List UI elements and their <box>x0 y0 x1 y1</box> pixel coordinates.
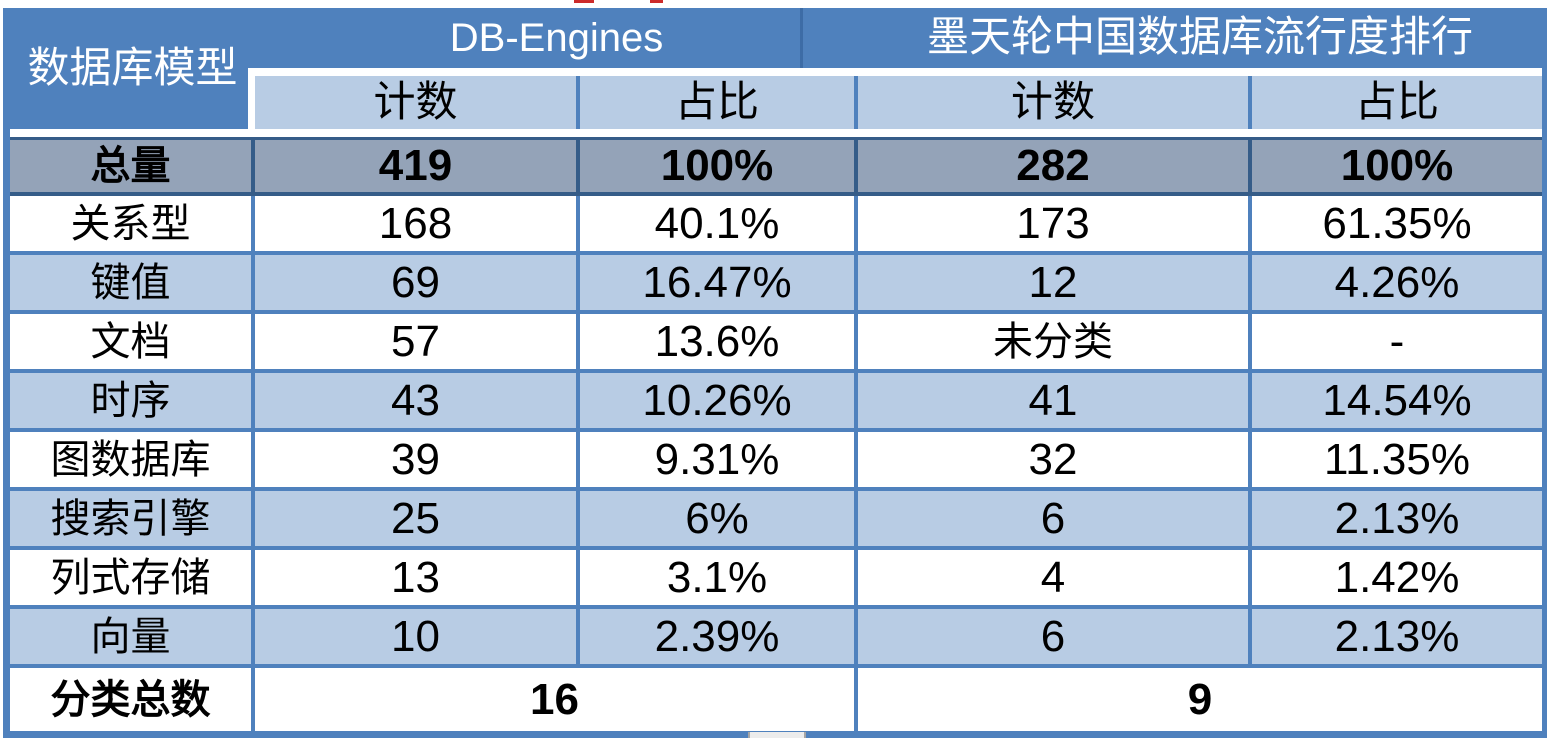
cell-value: 未分类 <box>858 314 1252 373</box>
cell-value: 2.13% <box>1252 609 1542 668</box>
cell-value: 6% <box>580 491 858 550</box>
cell-value: 14.54% <box>1252 373 1542 432</box>
bottom-edge-artifact <box>748 732 806 738</box>
cell-value: 1.42% <box>1252 550 1542 609</box>
cell-value: 25 <box>255 491 580 550</box>
row-label: 搜索引擎 <box>10 491 255 550</box>
row-label-category-total: 分类总数 <box>10 668 255 731</box>
row-label: 键值 <box>10 255 255 314</box>
subheader-share-modb: 占比 <box>1252 76 1542 129</box>
total-share-dbengines: 100% <box>580 137 858 196</box>
cell-value: 13 <box>255 550 580 609</box>
cell-value: 40.1% <box>580 196 858 255</box>
row-label: 向量 <box>10 609 255 668</box>
subheader-count-modb: 计数 <box>858 76 1252 129</box>
database-model-comparison-table: 数据库模型 DB-Engines 墨天轮中国数据库流行度排行 计数 占比 计数 … <box>3 8 1547 738</box>
header-band-divider <box>800 8 803 68</box>
cell-value: - <box>1252 314 1542 373</box>
cell-value: 4.26% <box>1252 255 1542 314</box>
cell-value: 39 <box>255 432 580 491</box>
subheader-count-dbengines: 计数 <box>255 76 580 129</box>
cell-value: 32 <box>858 432 1252 491</box>
category-total-modb: 9 <box>858 668 1542 731</box>
cell-value: 10.26% <box>580 373 858 432</box>
cell-value: 13.6% <box>580 314 858 373</box>
row-label: 列式存储 <box>10 550 255 609</box>
cell-value: 16.47% <box>580 255 858 314</box>
cell-value: 4 <box>858 550 1252 609</box>
cell-value: 10 <box>255 609 580 668</box>
total-count-modb: 282 <box>858 137 1252 196</box>
row-label: 时序 <box>10 373 255 432</box>
section-header-modb-ranking: 墨天轮中国数据库流行度排行 <box>858 8 1542 68</box>
row-label: 文档 <box>10 314 255 373</box>
cell-value: 2.13% <box>1252 491 1542 550</box>
category-total-dbengines: 16 <box>255 668 858 731</box>
cell-value: 57 <box>255 314 580 373</box>
cell-value: 69 <box>255 255 580 314</box>
cell-value: 9.31% <box>580 432 858 491</box>
mid-gap-strip <box>10 129 1542 137</box>
section-header-db-engines: DB-Engines <box>255 8 858 68</box>
cell-value: 3.1% <box>580 550 858 609</box>
cell-value: 173 <box>858 196 1252 255</box>
cell-value: 6 <box>858 609 1252 668</box>
cell-value: 11.35% <box>1252 432 1542 491</box>
red-artifact-1 <box>574 0 594 3</box>
header-gap-strip <box>255 68 1542 76</box>
cell-value: 61.35% <box>1252 196 1542 255</box>
subheader-share-dbengines: 占比 <box>580 76 858 129</box>
cell-value: 168 <box>255 196 580 255</box>
cell-value: 6 <box>858 491 1252 550</box>
cell-value: 12 <box>858 255 1252 314</box>
corner-header: 数据库模型 <box>10 8 255 129</box>
row-label: 图数据库 <box>10 432 255 491</box>
row-label-total: 总量 <box>10 137 255 196</box>
cell-value: 43 <box>255 373 580 432</box>
row-label: 关系型 <box>10 196 255 255</box>
red-artifact-2 <box>650 0 663 3</box>
cell-value: 41 <box>858 373 1252 432</box>
total-count-dbengines: 419 <box>255 137 580 196</box>
cell-value: 2.39% <box>580 609 858 668</box>
total-share-modb: 100% <box>1252 137 1542 196</box>
header-white-notch <box>248 68 255 129</box>
